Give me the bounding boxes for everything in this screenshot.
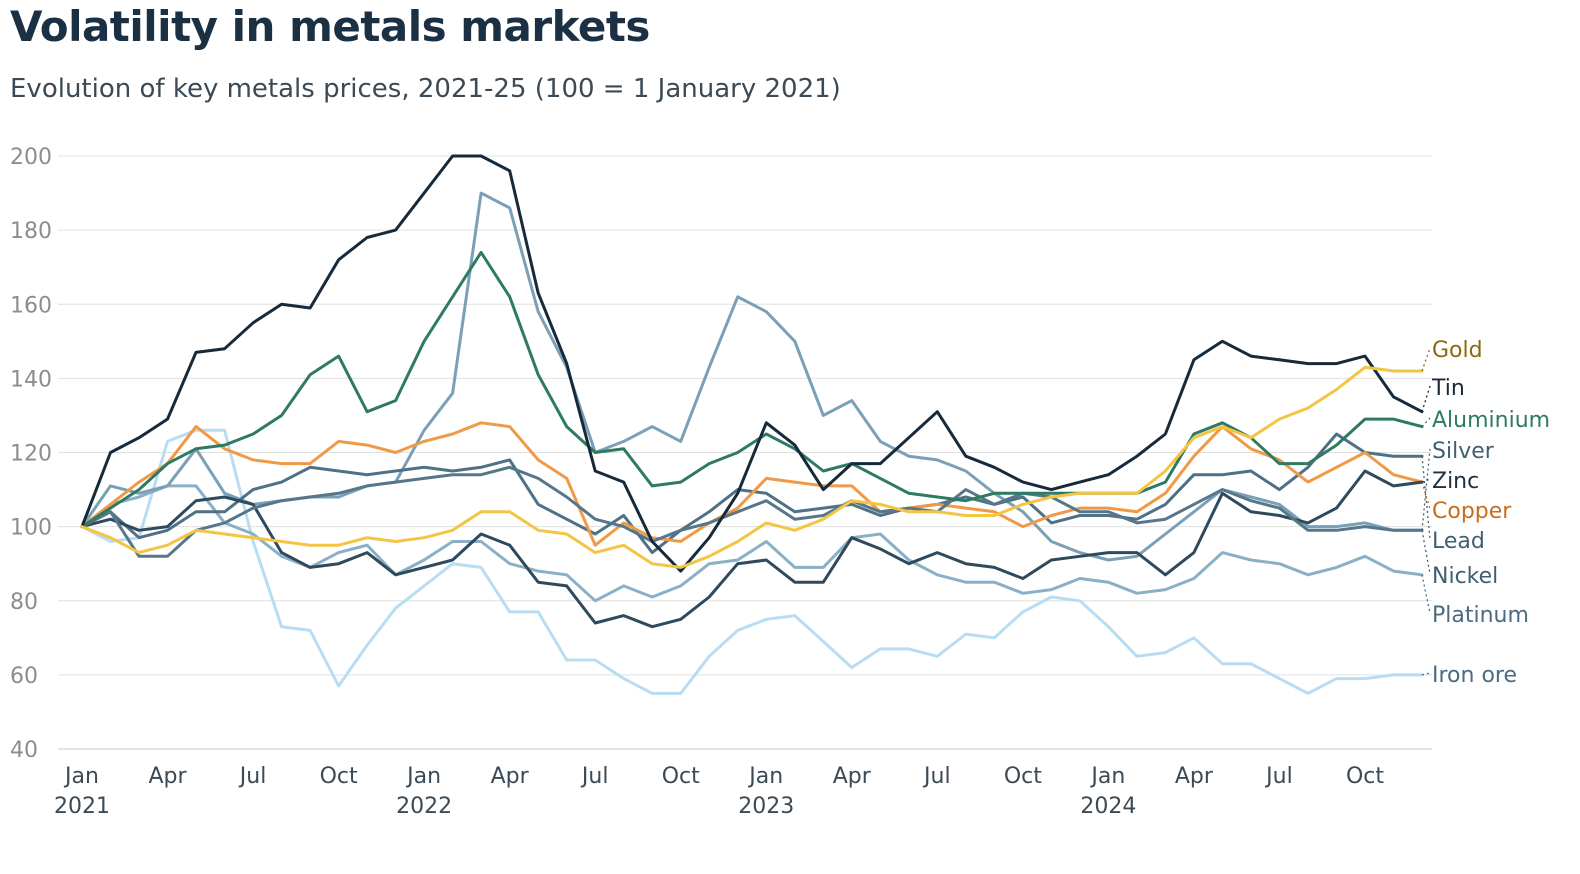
y-tick-label: 40 [10, 738, 38, 763]
x-tick-label: Oct [662, 764, 700, 789]
x-tick-label: Apr [149, 764, 188, 789]
series-lines [80, 154, 1424, 695]
x-tick-label: Jul [238, 764, 267, 789]
series-line-copper [80, 421, 1424, 547]
x-tick-label: Jul [1264, 764, 1293, 789]
x-tick-label: Jan [1089, 764, 1125, 789]
x-tick-label: Jan [63, 764, 99, 789]
x-tick-label: Jan [747, 764, 783, 789]
label-leader [1421, 385, 1431, 412]
label-leader [1421, 478, 1431, 483]
chart-title: Volatility in metals markets [10, 2, 650, 51]
y-tick-label: 120 [10, 442, 52, 467]
x-tick-label: Oct [1346, 764, 1384, 789]
series-label-aluminium: Aluminium [1432, 408, 1550, 433]
label-leader [1421, 481, 1431, 510]
chart-subtitle: Evolution of key metals prices, 2021-25 … [10, 74, 841, 104]
series-line-tin [80, 154, 1424, 573]
series-label-copper: Copper [1432, 499, 1512, 524]
y-tick-label: 200 [10, 145, 52, 170]
x-tick-label: Apr [1175, 764, 1214, 789]
label-leader [1421, 417, 1431, 427]
series-label-gold: Gold [1432, 338, 1483, 363]
y-tick-label: 60 [10, 664, 38, 689]
label-leader [1421, 530, 1431, 575]
x-tick-label: Oct [320, 764, 358, 789]
series-labels: Iron ore Platinum Nickel Lead Copper Zinc Silv… [1421, 338, 1550, 688]
label-leader [1421, 347, 1431, 372]
series-label-silver: Silver [1432, 439, 1495, 464]
x-tick-label: Oct [1004, 764, 1042, 789]
series-line-iron-ore [80, 428, 1424, 695]
series-label-nickel: Nickel [1432, 564, 1498, 589]
y-tick-label: 160 [10, 293, 52, 318]
series-line-platinum [80, 484, 1424, 603]
x-tick-year: 2024 [1080, 794, 1136, 819]
series-label-tin: Tin [1431, 376, 1465, 401]
y-tick-label: 100 [10, 516, 52, 541]
x-tick-year: 2022 [396, 794, 452, 819]
series-label-zinc: Zinc [1432, 469, 1479, 494]
series-line-zinc [80, 469, 1424, 629]
y-tick-label: 80 [10, 590, 38, 615]
x-tick-label: Jul [922, 764, 951, 789]
y-tick-label: 180 [10, 219, 52, 244]
series-label-iron-ore: Iron ore [1432, 663, 1517, 688]
y-tick-label: 140 [10, 367, 52, 392]
label-leader [1421, 672, 1431, 676]
x-axis-ticks: Jan 2021 Apr Jul Oct Jan 2022 Apr Jul Oct Jan 2023 A… [54, 764, 1384, 819]
series-label-platinum: Platinum [1432, 603, 1529, 628]
series-line-silver [80, 465, 1424, 558]
x-tick-year: 2021 [54, 794, 110, 819]
gridlines [58, 155, 1432, 750]
x-tick-label: Apr [491, 764, 530, 789]
series-line-aluminium [80, 250, 1424, 529]
x-tick-label: Jan [405, 764, 441, 789]
label-leader [1421, 574, 1431, 614]
x-tick-label: Jul [580, 764, 609, 789]
x-tick-label: Apr [833, 764, 872, 789]
x-tick-year: 2023 [738, 794, 794, 819]
label-leader [1421, 448, 1431, 531]
y-axis-ticks: 40 60 80 100 120 140 160 180 200 [10, 145, 52, 763]
series-label-lead: Lead [1432, 529, 1485, 554]
series-line-gold [80, 365, 1424, 569]
